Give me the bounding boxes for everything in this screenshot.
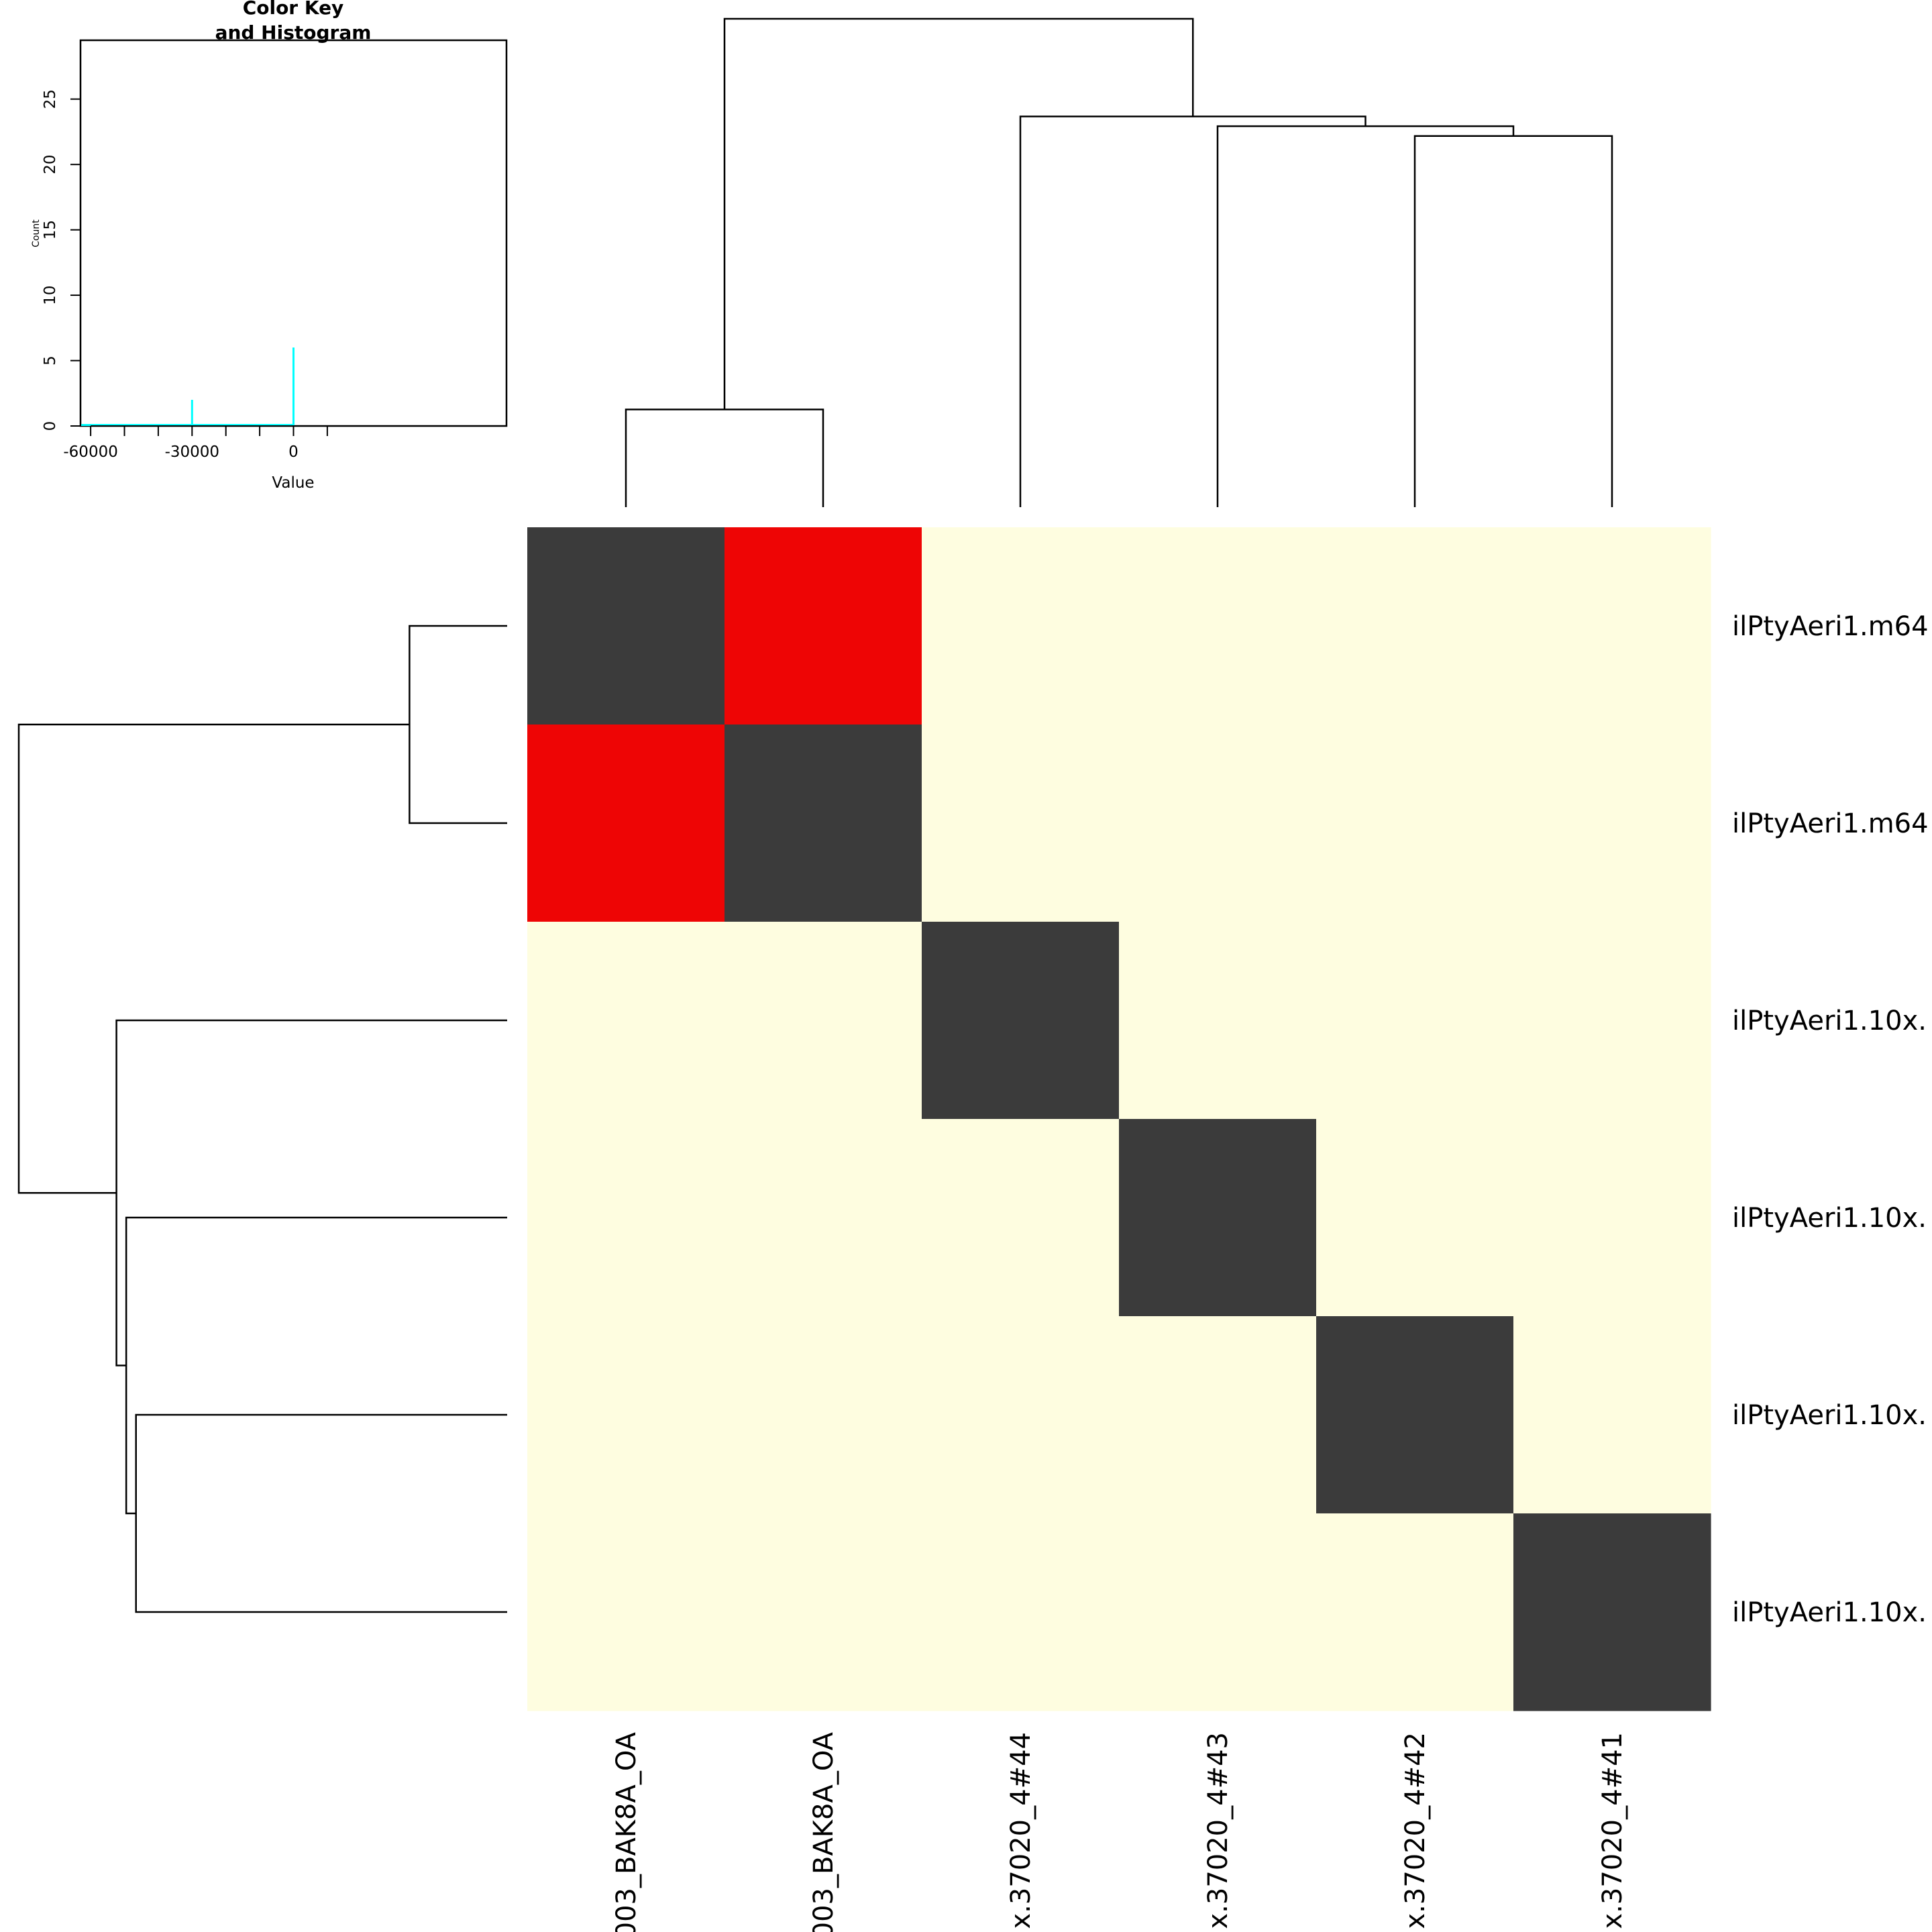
color-key-title: Color Key bbox=[243, 0, 344, 19]
color-key-y-axis: 0 5 10 15 20 25 bbox=[42, 89, 81, 431]
heatmap-cell bbox=[527, 724, 725, 922]
heatmap-cell bbox=[724, 922, 922, 1120]
heatmap-cell bbox=[922, 724, 1120, 922]
x-tick-label: -60000 bbox=[63, 443, 117, 461]
row-dendrogram-branch bbox=[17, 723, 410, 1194]
heatmap-cell bbox=[1316, 1513, 1514, 1711]
y-tick-label: 15 bbox=[42, 220, 59, 239]
row-dendrogram bbox=[17, 625, 507, 1613]
heatmap-cell bbox=[724, 1316, 922, 1514]
heatmap-cell bbox=[922, 922, 1120, 1120]
heatmap-cell bbox=[724, 724, 922, 922]
column-dendrogram-branch bbox=[1019, 115, 1366, 507]
heatmap-cell bbox=[922, 1513, 1120, 1711]
heatmap-cell bbox=[1316, 1119, 1514, 1317]
heatmap-cell bbox=[724, 527, 922, 725]
y-tick-label: 0 bbox=[42, 421, 59, 431]
x-tick-label: 0 bbox=[288, 443, 299, 461]
heatmap-cell bbox=[922, 527, 1120, 725]
column-labels: 003_BAK8A_OA 003_BAK8A_OA x.37020_4#44 x.37… bbox=[611, 1731, 1628, 1932]
column-dendrogram bbox=[625, 17, 1613, 507]
heatmap-cells bbox=[527, 527, 1711, 1711]
column-label: x.37020_4#44 bbox=[1006, 1732, 1036, 1929]
color-key-y-label: Count bbox=[31, 219, 42, 248]
row-label: ilPtyAeri1.10x. bbox=[1732, 1400, 1927, 1431]
heatmap-cell bbox=[1119, 724, 1317, 922]
column-label: x.37020_4#41 bbox=[1597, 1732, 1628, 1929]
heatmap-cell bbox=[527, 922, 725, 1120]
color-key-x-axis: -60000 -30000 0 bbox=[63, 425, 328, 461]
column-dendrogram-branch bbox=[625, 409, 824, 507]
column-label: x.37020_4#42 bbox=[1400, 1732, 1431, 1929]
heatmap-cell bbox=[1316, 922, 1514, 1120]
heatmap-cell bbox=[527, 527, 725, 725]
heatmap-cell bbox=[1119, 922, 1317, 1120]
column-label: 003_BAK8A_OA bbox=[808, 1731, 839, 1932]
row-dendrogram-branch bbox=[115, 1019, 507, 1366]
row-label: ilPtyAeri1.10x. bbox=[1732, 1597, 1927, 1628]
row-label: ilPtyAeri1.10x. bbox=[1732, 1006, 1927, 1036]
heatmap-cell bbox=[922, 1316, 1120, 1514]
color-key-histogram bbox=[80, 347, 294, 426]
color-key-panel: Color Key and Histogram Count Value -600… bbox=[31, 0, 508, 492]
heatmap-cell bbox=[1119, 527, 1317, 725]
y-tick-label: 20 bbox=[42, 155, 59, 174]
row-dendrogram-branch bbox=[125, 1216, 507, 1515]
heatmap-cell bbox=[1316, 1316, 1514, 1514]
heatmap-cell bbox=[1513, 1119, 1711, 1317]
heatmap-cell bbox=[1119, 1119, 1317, 1317]
heatmap-cell bbox=[1316, 724, 1514, 922]
row-label: ilPtyAeri1.10x. bbox=[1732, 1203, 1927, 1234]
heatmap-cell bbox=[1119, 1316, 1317, 1514]
column-dendrogram-branch bbox=[723, 17, 1194, 410]
heatmap-cell bbox=[527, 1316, 725, 1514]
color-key-x-label: Value bbox=[272, 474, 314, 492]
heatmap-cell bbox=[724, 1119, 922, 1317]
column-dendrogram-branch bbox=[1413, 135, 1613, 507]
heatmap-cell bbox=[922, 1119, 1120, 1317]
row-label: ilPtyAeri1.m64 bbox=[1732, 611, 1929, 642]
heatmap-cell bbox=[1119, 1513, 1317, 1711]
heatmap-cell bbox=[1513, 1316, 1711, 1514]
heatmap-cell bbox=[1513, 724, 1711, 922]
y-tick-label: 5 bbox=[42, 356, 59, 366]
heatmap-cell bbox=[527, 1513, 725, 1711]
row-dendrogram-branch bbox=[135, 1413, 507, 1613]
row-labels: ilPtyAeri1.m64 ilPtyAeri1.m64 ilPtyAeri1.1… bbox=[1732, 611, 1929, 1628]
column-label: 003_BAK8A_OA bbox=[611, 1731, 642, 1932]
heatmap-cell bbox=[1513, 1513, 1711, 1711]
heatmap-cell bbox=[724, 1513, 922, 1711]
x-tick-label: -30000 bbox=[165, 443, 219, 461]
y-tick-label: 10 bbox=[42, 285, 59, 305]
column-label: x.37020_4#43 bbox=[1203, 1732, 1234, 1929]
y-tick-label: 25 bbox=[42, 89, 59, 109]
column-dendrogram-branch bbox=[1216, 125, 1515, 507]
heatmap-cell bbox=[1316, 527, 1514, 725]
row-dendrogram-branch bbox=[409, 625, 507, 824]
row-label: ilPtyAeri1.m64 bbox=[1732, 808, 1929, 839]
heatmap-cell bbox=[1513, 527, 1711, 725]
heatmap-cell bbox=[1513, 922, 1711, 1120]
heatmap-cell bbox=[527, 1119, 725, 1317]
